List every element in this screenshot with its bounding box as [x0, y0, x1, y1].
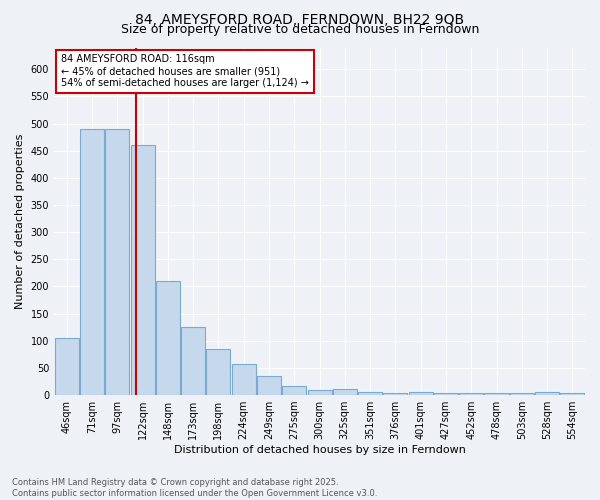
Bar	[156, 281, 180, 395]
Bar	[105, 129, 129, 395]
Bar	[206, 349, 230, 395]
Bar	[55, 338, 79, 395]
Bar	[257, 376, 281, 395]
Text: 84 AMEYSFORD ROAD: 116sqm
← 45% of detached houses are smaller (951)
54% of semi: 84 AMEYSFORD ROAD: 116sqm ← 45% of detac…	[61, 54, 309, 88]
Bar	[535, 392, 559, 395]
Text: 84, AMEYSFORD ROAD, FERNDOWN, BH22 9QB: 84, AMEYSFORD ROAD, FERNDOWN, BH22 9QB	[136, 12, 464, 26]
Bar	[358, 392, 382, 395]
Bar	[434, 394, 458, 395]
Bar	[510, 394, 534, 395]
Text: Contains HM Land Registry data © Crown copyright and database right 2025.
Contai: Contains HM Land Registry data © Crown c…	[12, 478, 377, 498]
Bar	[181, 327, 205, 395]
Bar	[484, 394, 509, 395]
X-axis label: Distribution of detached houses by size in Ferndown: Distribution of detached houses by size …	[173, 445, 466, 455]
Bar	[232, 364, 256, 395]
Bar	[80, 129, 104, 395]
Bar	[131, 146, 155, 395]
Bar	[560, 394, 584, 395]
Bar	[383, 394, 407, 395]
Bar	[282, 386, 306, 395]
Text: Size of property relative to detached houses in Ferndown: Size of property relative to detached ho…	[121, 22, 479, 36]
Bar	[333, 388, 357, 395]
Bar	[308, 390, 332, 395]
Y-axis label: Number of detached properties: Number of detached properties	[15, 134, 25, 309]
Bar	[459, 394, 483, 395]
Bar	[409, 392, 433, 395]
